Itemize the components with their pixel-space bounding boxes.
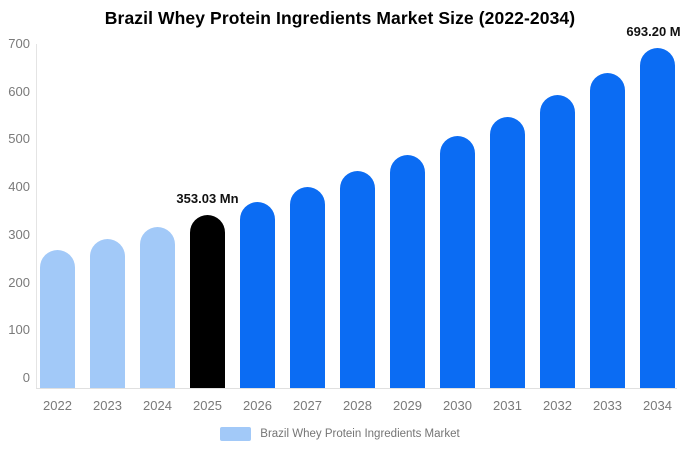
y-tick-100: 100 bbox=[8, 322, 30, 338]
y-tick-500: 500 bbox=[8, 131, 30, 147]
x-tick-2033: 2033 bbox=[593, 398, 622, 413]
y-tick-400: 400 bbox=[8, 179, 30, 195]
bar-2031[interactable] bbox=[490, 117, 525, 388]
bar-2023[interactable] bbox=[90, 239, 125, 388]
x-tick-2028: 2028 bbox=[343, 398, 372, 413]
value-label-2034: 693.20 Mn bbox=[626, 24, 680, 40]
bar-2022[interactable] bbox=[40, 249, 75, 388]
bar-2025[interactable] bbox=[190, 215, 225, 388]
y-axis-line bbox=[36, 44, 37, 389]
x-tick-2034: 2034 bbox=[643, 398, 672, 413]
x-tick-2032: 2032 bbox=[543, 398, 572, 413]
bar-2029[interactable] bbox=[390, 154, 425, 388]
x-tick-2031: 2031 bbox=[493, 398, 522, 413]
bar-2027[interactable] bbox=[290, 187, 325, 388]
x-tick-2030: 2030 bbox=[443, 398, 472, 413]
x-axis-line bbox=[36, 388, 677, 389]
y-tick-600: 600 bbox=[8, 83, 30, 99]
x-tick-2025: 2025 bbox=[193, 398, 222, 413]
legend-label: Brazil Whey Protein Ingredients Market bbox=[260, 428, 460, 440]
chart-title: Brazil Whey Protein Ingredients Market S… bbox=[104, 8, 576, 28]
y-tick-700: 700 bbox=[8, 36, 30, 52]
value-label-2025: 353.03 Mn bbox=[176, 191, 239, 206]
x-tick-2026: 2026 bbox=[243, 398, 272, 413]
y-tick-0: 0 bbox=[22, 370, 30, 385]
bar-2033[interactable] bbox=[590, 72, 625, 388]
bar-2028[interactable] bbox=[340, 171, 375, 388]
x-tick-2023: 2023 bbox=[93, 398, 122, 413]
bar-2030[interactable] bbox=[440, 136, 475, 388]
bar-2032[interactable] bbox=[540, 95, 575, 388]
bar-2034[interactable] bbox=[640, 48, 675, 388]
bar-2024[interactable] bbox=[140, 227, 175, 388]
x-tick-2027: 2027 bbox=[293, 398, 322, 413]
legend-swatch bbox=[220, 427, 252, 441]
y-tick-300: 300 bbox=[8, 226, 30, 242]
y-tick-200: 200 bbox=[8, 274, 30, 290]
x-tick-2022: 2022 bbox=[43, 398, 72, 413]
x-tick-2029: 2029 bbox=[393, 398, 422, 413]
legend[interactable]: Brazil Whey Protein Ingredients Market bbox=[0, 426, 680, 442]
bar-2026[interactable] bbox=[240, 201, 275, 388]
x-tick-2024: 2024 bbox=[143, 398, 172, 413]
